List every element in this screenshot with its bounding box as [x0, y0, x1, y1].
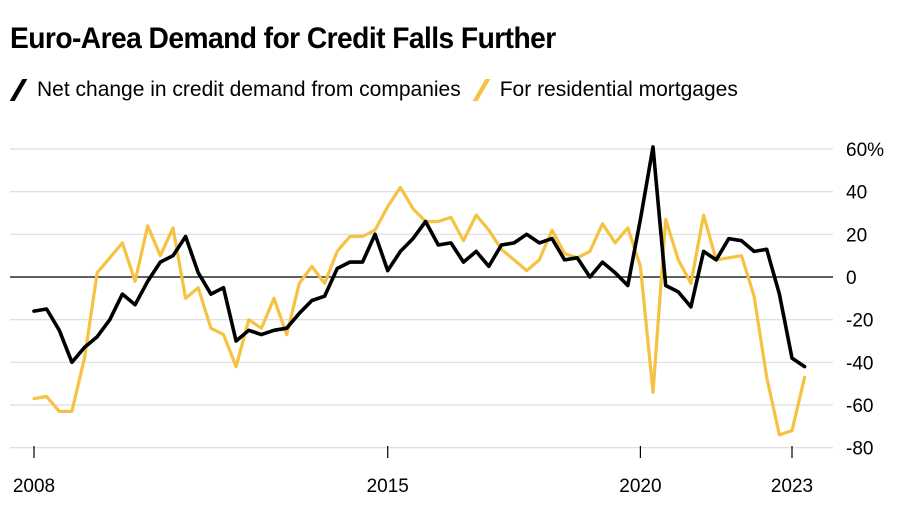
x-tick-label: 2015 — [367, 476, 409, 497]
legend-item-mortgages: For residential mortgages — [472, 78, 738, 102]
y-tick-label: 60% — [846, 140, 884, 161]
y-tick-label: -60 — [846, 396, 873, 417]
x-tick-label: 2008 — [13, 476, 55, 497]
series-line-mortgages — [32, 185, 807, 437]
legend: Net change in credit demand from compani… — [9, 78, 750, 102]
y-tick-label: 20 — [846, 225, 867, 246]
y-tick-label: -40 — [846, 353, 873, 374]
legend-item-companies: Net change in credit demand from compani… — [9, 78, 461, 102]
legend-label-mortgages: For residential mortgages — [499, 78, 738, 101]
y-tick-label: -20 — [846, 311, 873, 332]
y-tick-label: 40 — [846, 183, 867, 204]
x-tick-label: 2023 — [771, 476, 813, 497]
legend-label-companies: Net change in credit demand from compani… — [37, 78, 461, 101]
y-tick-label: 0 — [846, 268, 857, 289]
y-tick-label: -80 — [846, 439, 873, 460]
series-line-companies — [32, 145, 807, 369]
x-tick-label: 2020 — [619, 476, 661, 497]
chart-title: Euro-Area Demand for Credit Falls Furthe… — [10, 22, 556, 55]
